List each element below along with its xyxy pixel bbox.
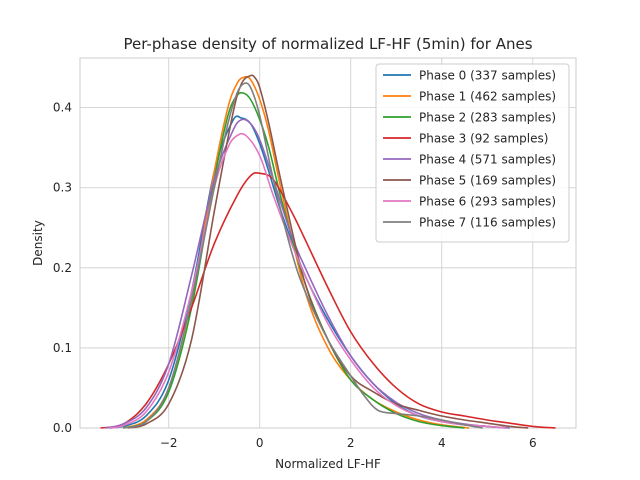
x-tick-label: −2 (160, 436, 178, 450)
x-tick-label: 2 (347, 436, 355, 450)
legend-label: Phase 3 (92 samples) (419, 132, 548, 146)
legend-label: Phase 2 (283 samples) (419, 111, 556, 125)
legend-label: Phase 5 (169 samples) (419, 174, 556, 188)
legend-label: Phase 4 (571 samples) (419, 153, 556, 167)
series-line-phase-6 (109, 132, 506, 429)
x-tick-label: 4 (438, 436, 446, 450)
series-line-phase-7 (123, 82, 483, 429)
series-lines (100, 74, 556, 429)
legend-label: Phase 1 (462 samples) (419, 90, 556, 104)
y-tick-label: 0.3 (53, 181, 72, 195)
y-tick-label: 0.2 (53, 261, 72, 275)
y-tick-label: 0.4 (53, 101, 72, 115)
chart-title: Per-phase density of normalized LF-HF (5… (123, 35, 532, 53)
x-tick-label: 0 (256, 436, 264, 450)
tick-labels: −2 0 2 4 6 0.0 0.1 0.2 0.3 0.4 (53, 101, 537, 450)
legend-label: Phase 7 (116 samples) (419, 216, 556, 230)
x-axis-label: Normalized LF-HF (275, 457, 381, 471)
x-tick-label: 6 (529, 436, 537, 450)
y-tick-label: 0.0 (53, 421, 72, 435)
legend-label: Phase 0 (337 samples) (419, 69, 556, 83)
legend-label: Phase 6 (293 samples) (419, 195, 556, 209)
y-tick-label: 0.1 (53, 341, 72, 355)
legend-box (375, 63, 570, 243)
y-axis-label: Density (31, 220, 45, 266)
legend: Phase 0 (337 samples) Phase 1 (462 sample… (375, 63, 570, 243)
series-line-phase-5 (127, 74, 529, 429)
plot-frame (79, 57, 577, 429)
